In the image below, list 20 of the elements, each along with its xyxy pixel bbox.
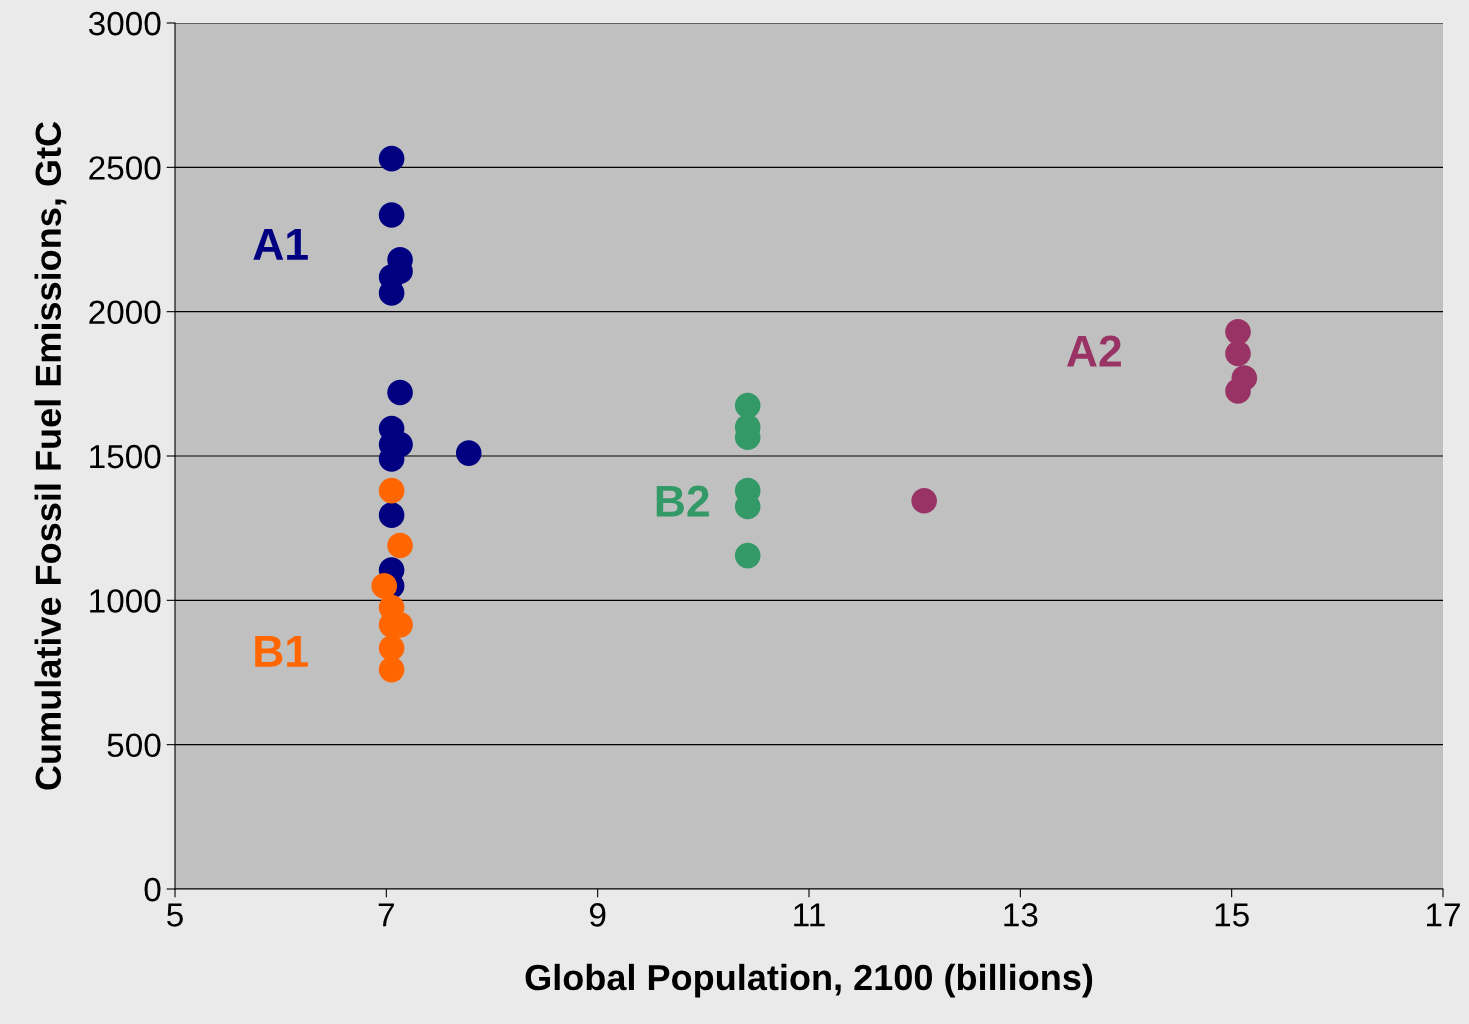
x-tick-label: 9 bbox=[589, 903, 606, 927]
x-axis-title: Global Population, 2100 (billions) bbox=[525, 963, 1093, 998]
y-tick-label: 1500 bbox=[90, 444, 161, 469]
y-tick-label: 0 bbox=[144, 877, 161, 902]
x-tick-label: 13 bbox=[1004, 903, 1038, 927]
y-tick-label: 2500 bbox=[89, 156, 161, 180]
x-tick-label: 11 bbox=[794, 903, 825, 927]
series-label: B2 bbox=[656, 485, 709, 517]
series-label: A1 bbox=[253, 229, 308, 260]
x-tick-label: 5 bbox=[167, 903, 183, 927]
y-tick-label: 500 bbox=[107, 733, 161, 758]
y-tick-label: 3000 bbox=[88, 11, 161, 36]
series-label: B1 bbox=[255, 636, 308, 667]
y-axis-title: Cumulative Fossil Fuel Emissions, GtC bbox=[34, 121, 67, 790]
y-tick-label: 1000 bbox=[90, 589, 161, 613]
y-tick-label: 2000 bbox=[89, 300, 161, 325]
x-tick-label: 7 bbox=[378, 903, 394, 927]
text: A2 bbox=[1067, 335, 1121, 367]
x-tick-label: 15 bbox=[1215, 903, 1249, 927]
x-tick-label: 17 bbox=[1427, 903, 1460, 927]
